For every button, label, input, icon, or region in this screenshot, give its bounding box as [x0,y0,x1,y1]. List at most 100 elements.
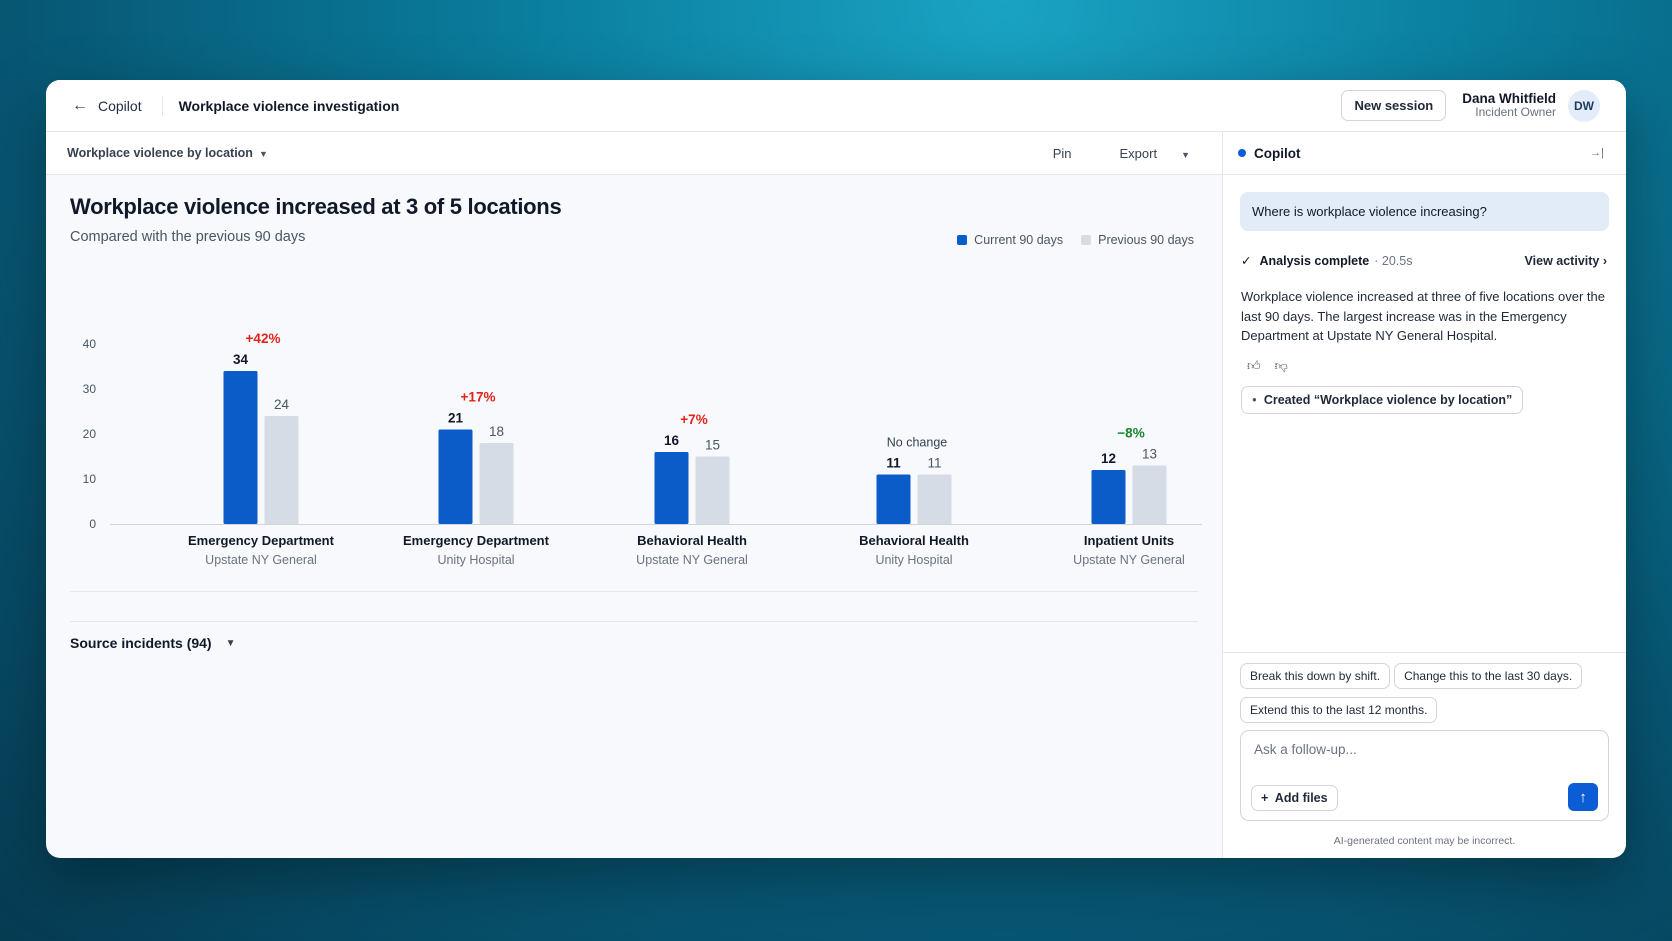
export-button[interactable]: Export ▼ [1096,146,1191,161]
bar-previous [479,443,514,524]
plus-icon: + [1261,791,1269,805]
bar-chart: 0 10 20 30 40 34 24 +42% Emergency Department Ups… [83,331,1202,567]
check-icon: ✓ [1241,254,1252,268]
user-name: Dana Whitfield [1462,90,1556,106]
source-incidents-toggle[interactable]: Source incidents (94) ▼ [70,635,236,651]
export-label: Export [1119,145,1158,161]
caret-down-icon: ▼ [225,637,236,649]
data-label-previous: 11 [927,456,941,471]
data-label-previous: 13 [1142,447,1157,462]
send-button[interactable]: ↑ [1568,783,1598,811]
top-bar: ← Copilot Workplace violence investigati… [46,80,1626,132]
thumbs-down-icon[interactable]: 👎︎ [1274,357,1288,373]
bar-previous [917,474,952,524]
user-role: Incident Owner [1475,105,1556,120]
status-dot-icon [1238,149,1246,157]
add-files-label: Add files [1274,791,1328,805]
follow-up-input[interactable] [1252,741,1556,758]
artifact-label: Created “Workplace violence by location” [1263,392,1513,407]
legend-label-current: Current 90 days [974,233,1064,247]
bar-previous [695,456,730,524]
category-site-label: Unity Hospital [437,553,514,567]
category-label: Emergency Department [403,533,550,548]
composer: + Add files ↑ [1240,730,1609,821]
source-incidents-label: Source incidents (94) [70,635,212,651]
disclaimer: AI-generated content may be incorrect. [1333,835,1516,847]
change-label: −8% [1117,426,1144,441]
bar-current [223,371,258,524]
data-label-previous: 24 [274,397,290,412]
bar-current [1091,470,1126,524]
status-time: · 20.5s [1374,253,1413,268]
legend-swatch-current [957,235,968,245]
arrow-up-icon: ↑ [1579,788,1587,806]
chart-title: Workplace violence increased at 3 of 5 l… [70,194,562,219]
y-tick-label: 0 [89,517,96,531]
bar-current [654,452,689,524]
y-tick-label: 10 [83,472,97,486]
data-label-current: 21 [448,411,464,426]
bar-current [438,429,473,524]
caret-down-icon: ▼ [1181,149,1190,160]
arrow-left-icon: ← [72,96,88,114]
legend-swatch-previous [1081,235,1092,245]
add-files-button[interactable]: + Add files [1251,785,1338,811]
data-label-current: 11 [886,456,901,471]
legend-label-previous: Previous 90 days [1098,233,1194,247]
back-label: Copilot [98,97,142,114]
avatar[interactable]: DW [1568,89,1600,122]
status-label: Analysis complete [1259,253,1370,268]
category-label: Behavioral Health [637,533,747,548]
data-label-current: 34 [233,352,249,367]
chart-divider [70,591,1198,592]
pin-button[interactable]: Pin [1052,145,1072,161]
main-panel: Workplace violence by location ▼ Pin Expo… [46,132,1222,858]
view-selector[interactable]: Workplace violence by location ▼ [67,146,268,160]
chart-subtitle: Compared with the previous 90 days [70,229,306,245]
view-activity-link[interactable]: View activity › [1524,253,1607,268]
y-tick-label: 30 [83,382,97,396]
bar-previous [1132,465,1167,524]
y-tick-label: 20 [83,427,97,441]
section-divider [70,621,1198,622]
category-label: Inpatient Units [1084,533,1174,548]
divider [161,95,163,116]
view-selector-label: Workplace violence by location [67,146,253,160]
change-label: +7% [680,412,707,427]
chart-legend: Current 90 days Previous 90 days [939,233,1194,247]
page-title: Workplace violence investigation [178,97,400,114]
category-site-label: Upstate NY General [636,553,748,567]
suggestion-chip[interactable]: Extend this to the last 12 months. [1240,697,1438,723]
y-tick-label: 40 [83,337,97,351]
created-artifact-chip[interactable]: ● Created “Workplace violence by locatio… [1241,385,1524,414]
feedback-buttons: 👍︎ 👎︎ [1247,358,1626,374]
copilot-footer: Break this down by shift. Change this to … [1223,652,1626,858]
view-toolbar: Workplace violence by location ▼ Pin Expo… [46,132,1222,175]
back-button[interactable]: ← Copilot [72,97,142,115]
suggestion-chip[interactable]: Break this down by shift. [1240,663,1391,689]
change-label: +17% [461,390,496,405]
copilot-header: Copilot →| [1223,132,1626,175]
data-label-previous: 18 [489,424,504,439]
suggestion-chips: Break this down by shift. Change this to … [1223,653,1626,731]
suggestion-chip[interactable]: Change this to the last 30 days. [1394,663,1583,689]
change-label: +42% [246,331,281,346]
data-label-previous: 15 [705,438,720,453]
thumbs-up-icon[interactable]: 👍︎ [1247,357,1261,373]
copilot-title: Copilot [1254,145,1301,161]
legend-item-current: Current 90 days [957,233,1063,247]
copilot-answer: Workplace violence increased at three of… [1241,289,1605,343]
new-session-button[interactable]: New session [1341,90,1447,121]
user-info: Dana Whitfield Incident Owner [1462,91,1556,120]
category-site-label: Upstate NY General [1073,553,1185,567]
collapse-panel-icon[interactable]: →| [1590,147,1604,159]
user-question: Where is workplace violence increasing? [1240,192,1609,231]
caret-down-icon: ▼ [258,149,268,159]
data-label-current: 16 [664,433,680,448]
category-site-label: Upstate NY General [205,553,317,567]
category-site-label: Unity Hospital [875,553,952,567]
artifact-icon: ● [1252,395,1257,404]
analysis-status: ✓ Analysis complete · 20.5s View activit… [1241,253,1607,269]
category-label: Behavioral Health [859,533,969,548]
copilot-panel: Copilot →| Where is workplace violence i… [1222,132,1626,858]
